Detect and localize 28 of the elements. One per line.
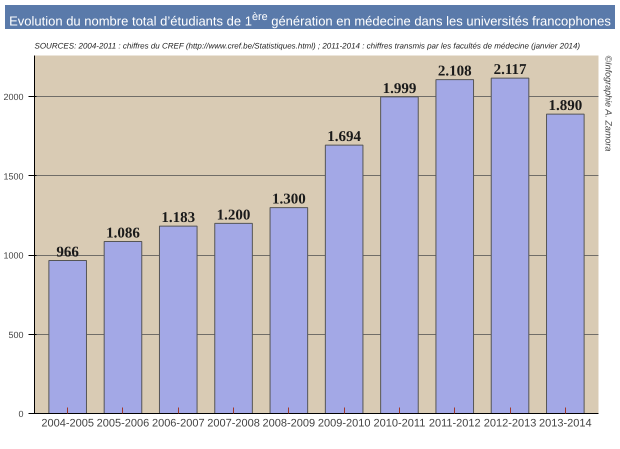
data-label: 2.108 <box>438 64 472 80</box>
data-label: 2.117 <box>494 62 527 78</box>
x-tick-label: 2013-2014 <box>539 418 592 430</box>
y-tick-label: 1000 <box>3 250 24 261</box>
x-tick-label: 2006-2007 <box>152 418 205 430</box>
data-label: 1.300 <box>272 192 306 208</box>
data-label: 1.200 <box>216 207 250 224</box>
data-label: 1.694 <box>327 129 362 146</box>
x-tick-label: 2010-2011 <box>374 418 426 430</box>
y-tick-label: 2000 <box>3 92 24 102</box>
text: ©Infographie A. Zamora <box>604 56 614 152</box>
chart-title: Evolution du nombre total d’étudiants de 1$^{ère}$ génération en médecine dans les universités francophones <box>9 10 611 30</box>
y-tick-label: 1500 <box>3 171 24 182</box>
data-label: 1.183 <box>161 210 196 226</box>
x-tick-label: 2007-2008 <box>207 418 260 430</box>
x-tick-label: 2004-2005 <box>41 418 94 430</box>
data-label: 966 <box>56 244 80 260</box>
x-tick-label: 2005-2006 <box>96 418 150 430</box>
chart-subtitle: SOURCES: 2004-2011 : chiffres du CREF (http://www.cref.be/Statistiques.html) ; 2011-2014 : chiffres transmis par les facultés de médecine (janvier 2014) <box>34 42 580 50</box>
data-label: 1.999 <box>382 80 416 97</box>
x-tick-label: 2008-2009 <box>262 418 316 430</box>
data-label: 1.086 <box>106 225 140 242</box>
x-tick-label: 2009-2010 <box>318 418 370 430</box>
y-tick-label: 0 <box>18 409 24 419</box>
y-tick-label: 500 <box>8 330 24 340</box>
x-tick-label: 2011-2012 <box>428 418 481 430</box>
data-label: 1.890 <box>548 98 582 114</box>
x-tick-label: 2012-2013 <box>484 418 536 430</box>
